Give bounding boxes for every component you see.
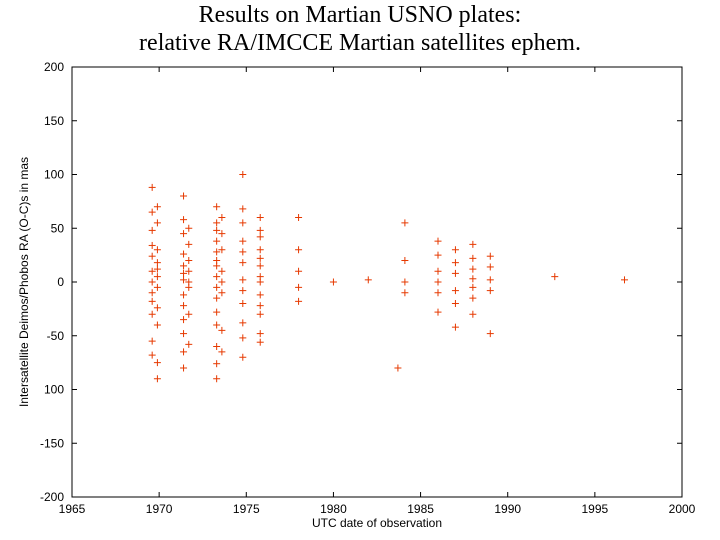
- y-tick-label: 100: [44, 383, 64, 397]
- x-axis-label: UTC date of observation: [312, 516, 442, 529]
- x-tick-label: 1975: [233, 502, 260, 516]
- x-tick-label: 1985: [407, 502, 434, 516]
- y-tick-label: -200: [40, 490, 64, 504]
- title-line-1: Results on Martian USNO plates:: [0, 2, 720, 30]
- x-tick-label: 1980: [320, 502, 347, 516]
- scatter-chart: 19651970197519801985199019952000UTC date…: [12, 59, 708, 529]
- x-tick-label: 1990: [494, 502, 521, 516]
- x-tick-label: 2000: [669, 502, 696, 516]
- scatter-series: [149, 171, 628, 382]
- y-axis-label: Intersatellite Deimos/Phobos RA (O-C)s i…: [17, 157, 31, 407]
- y-tick-label: 100: [44, 168, 64, 182]
- y-tick-label: -150: [40, 436, 64, 450]
- chart-title-block: Results on Martian USNO plates: relative…: [0, 0, 720, 57]
- chart-container: 19651970197519801985199019952000UTC date…: [12, 59, 708, 529]
- y-tick-label: 200: [44, 60, 64, 74]
- plot-border: [72, 67, 682, 497]
- x-tick-label: 1995: [582, 502, 609, 516]
- y-tick-label: -50: [47, 329, 65, 343]
- x-tick-label: 1965: [59, 502, 86, 516]
- title-line-2: relative RA/IMCCE Martian satellites eph…: [0, 30, 720, 58]
- x-tick-label: 1970: [146, 502, 173, 516]
- y-tick-label: 0: [57, 275, 64, 289]
- y-tick-label: 50: [51, 221, 65, 235]
- y-tick-label: 150: [44, 114, 64, 128]
